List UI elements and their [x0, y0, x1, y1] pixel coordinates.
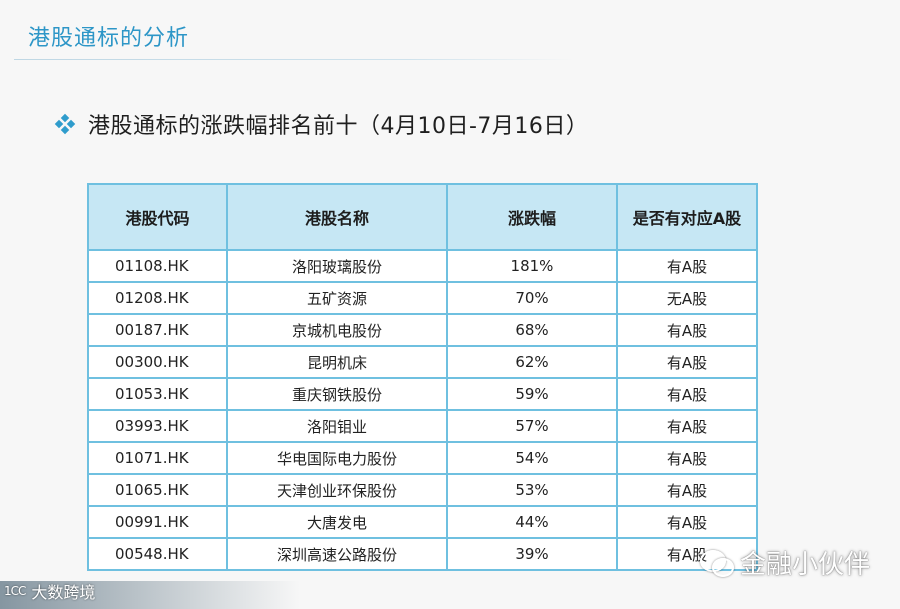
cell-a-share: 有A股 — [616, 473, 758, 507]
header-name: 港股名称 — [226, 183, 448, 251]
bullet-row: 港股通标的涨跌幅排名前十（4月10日-7月16日） — [54, 108, 589, 140]
header-code: 港股代码 — [87, 183, 228, 251]
cell-code: 01065.HK — [87, 473, 228, 507]
ranking-table: 港股代码 港股名称 涨跌幅 是否有对应A股 01108.HK 洛阳玻璃股份 18… — [87, 183, 758, 571]
cell-change: 53% — [446, 473, 618, 507]
cell-name: 京城机电股份 — [226, 313, 448, 347]
wechat-icon — [699, 549, 734, 577]
cell-name: 重庆钢铁股份 — [226, 377, 448, 411]
cell-name: 洛阳钼业 — [226, 409, 448, 443]
cell-a-share: 有A股 — [616, 345, 758, 379]
cell-a-share: 有A股 — [616, 249, 758, 283]
cell-a-share: 有A股 — [616, 313, 758, 347]
bottom-shadow-band — [0, 581, 300, 609]
cell-name: 天津创业环保股份 — [226, 473, 448, 507]
cell-name: 洛阳玻璃股份 — [226, 249, 448, 283]
header-change: 涨跌幅 — [446, 183, 618, 251]
table-row: 01108.HK 洛阳玻璃股份 181% 有A股 — [87, 249, 758, 283]
table-row: 01208.HK 五矿资源 70% 无A股 — [87, 281, 758, 315]
cell-change: 62% — [446, 345, 618, 379]
cell-name: 深圳高速公路股份 — [226, 537, 448, 571]
cell-code: 03993.HK — [87, 409, 228, 443]
cell-name: 五矿资源 — [226, 281, 448, 315]
corner-logo-text: 大数跨境 — [31, 583, 96, 602]
cell-a-share: 有A股 — [616, 441, 758, 475]
cell-code: 01071.HK — [87, 441, 228, 475]
cell-change: 54% — [446, 441, 618, 475]
cell-a-share: 有A股 — [616, 505, 758, 539]
cell-change: 68% — [446, 313, 618, 347]
table-header-row: 港股代码 港股名称 涨跌幅 是否有对应A股 — [87, 183, 758, 251]
cell-change: 44% — [446, 505, 618, 539]
table-row: 00187.HK 京城机电股份 68% 有A股 — [87, 313, 758, 347]
table-row: 00548.HK 深圳高速公路股份 39% 有A股 — [87, 537, 758, 571]
cell-a-share: 有A股 — [616, 377, 758, 411]
cell-a-share: 有A股 — [616, 537, 758, 571]
table-row: 01065.HK 天津创业环保股份 53% 有A股 — [87, 473, 758, 507]
cell-change: 39% — [446, 537, 618, 571]
cell-code: 00991.HK — [87, 505, 228, 539]
cell-a-share: 有A股 — [616, 409, 758, 443]
watermark-text: 金融小伙伴 — [739, 550, 870, 580]
cell-code: 00548.HK — [87, 537, 228, 571]
cell-code: 00187.HK — [87, 313, 228, 347]
bullet-text: 港股通标的涨跌幅排名前十（4月10日-7月16日） — [88, 114, 589, 139]
corner-logo-mark: 1CC — [4, 584, 26, 598]
cell-name: 华电国际电力股份 — [226, 441, 448, 475]
cell-name: 昆明机床 — [226, 345, 448, 379]
cell-code: 00300.HK — [87, 345, 228, 379]
cell-change: 181% — [446, 249, 618, 283]
table-row: 00300.HK 昆明机床 62% 有A股 — [87, 345, 758, 379]
table-row: 03993.HK 洛阳钼业 57% 有A股 — [87, 409, 758, 443]
corner-logo: 1CC 大数跨境 — [4, 579, 95, 603]
title-divider — [14, 59, 574, 60]
header-a-share: 是否有对应A股 — [616, 183, 758, 251]
cell-code: 01108.HK — [87, 249, 228, 283]
cell-change: 70% — [446, 281, 618, 315]
table-row: 01053.HK 重庆钢铁股份 59% 有A股 — [87, 377, 758, 411]
page-title: 港股通标的分析 — [28, 26, 190, 51]
cell-code: 01208.HK — [87, 281, 228, 315]
cell-name: 大唐发电 — [226, 505, 448, 539]
table-row: 00991.HK 大唐发电 44% 有A股 — [87, 505, 758, 539]
cell-code: 01053.HK — [87, 377, 228, 411]
cell-change: 57% — [446, 409, 618, 443]
watermark: 金融小伙伴 — [699, 544, 870, 581]
table-row: 01071.HK 华电国际电力股份 54% 有A股 — [87, 441, 758, 475]
cell-change: 59% — [446, 377, 618, 411]
cell-a-share: 无A股 — [616, 281, 758, 315]
diamond-bullet-icon — [54, 113, 76, 135]
